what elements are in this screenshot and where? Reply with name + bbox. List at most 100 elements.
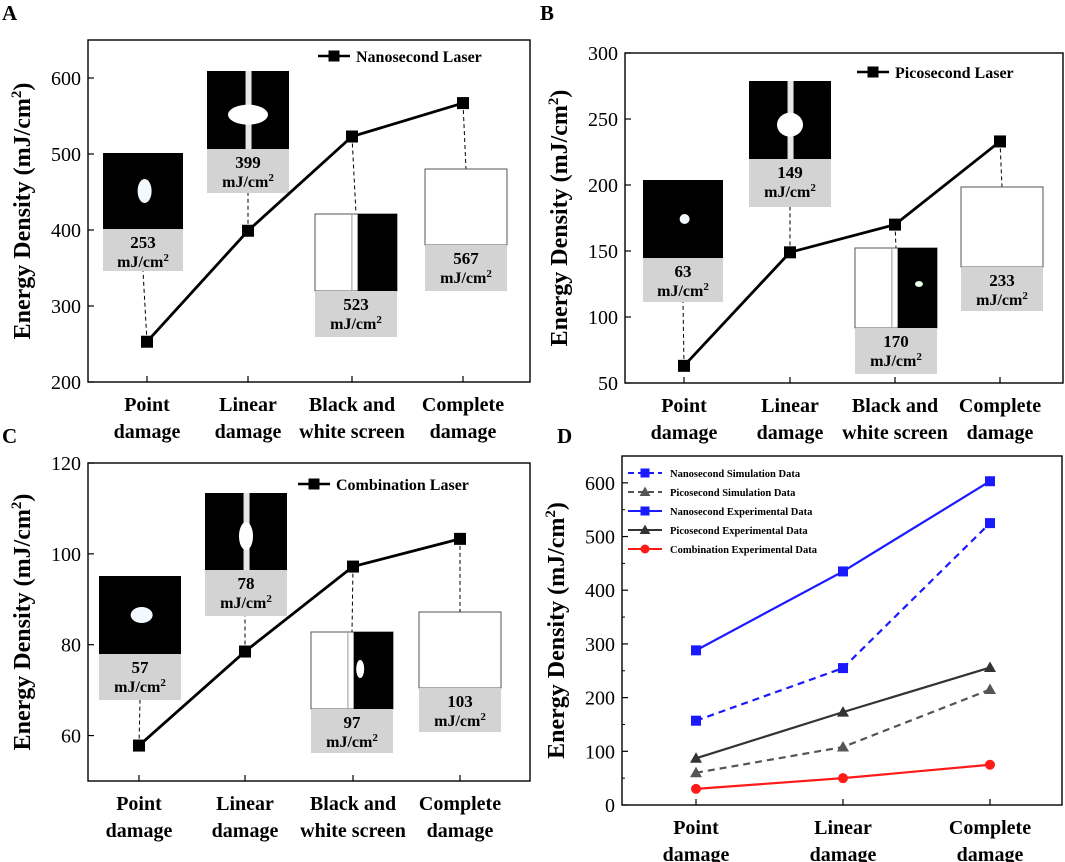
x-tick-label: Linear	[814, 817, 872, 839]
callout-unit-sup: 2	[266, 593, 272, 605]
x-tick-label: damage	[967, 422, 1034, 444]
y-axis-label-sup: 2	[9, 502, 25, 510]
y-axis-label: Energy Density (mJ/cm2)	[9, 83, 36, 340]
callout-leader	[682, 301, 685, 366]
callout-2-0-image-spot	[130, 607, 153, 623]
y-axis-label: Energy Density (mJ/cm2)	[9, 494, 36, 751]
callout-0-0-image-spot	[137, 179, 152, 203]
callout-unit-main: mJ/cm	[222, 174, 269, 191]
callout-unit-main: mJ/cm	[657, 283, 704, 300]
callout-1-0-image-spot	[679, 214, 690, 224]
legend-label: Nanosecond Laser	[356, 49, 482, 66]
callout-unit-sup: 2	[160, 677, 166, 689]
y-axis-label-end: )	[544, 502, 570, 510]
x-tick-label: damage	[215, 421, 282, 443]
callout-unit: mJ/cm2	[976, 290, 1028, 309]
y-tick-label: 500	[51, 144, 81, 166]
callout-unit: mJ/cm2	[330, 314, 382, 333]
callout-unit-sup: 2	[480, 711, 486, 723]
data-point	[346, 130, 358, 143]
legend-label: Nanosecond Simulation Data	[670, 469, 801, 480]
data-point	[838, 663, 848, 674]
y-axis-label-main: Energy Density (mJ/cm	[10, 509, 36, 750]
x-tick-label: Black and	[309, 394, 395, 416]
data-point	[985, 518, 995, 529]
callout-leader	[138, 699, 141, 746]
callout-value: 399	[235, 153, 261, 172]
panel-letter: B	[540, 1, 554, 25]
legend-label: Picosecond Laser	[895, 65, 1014, 82]
data-point	[242, 224, 254, 237]
x-tick-label: white screen	[300, 820, 406, 842]
y-tick-label: 100	[51, 544, 81, 566]
data-point	[690, 766, 702, 778]
x-tick-label: damage	[957, 844, 1024, 862]
callout-value: 149	[777, 163, 803, 182]
data-point	[837, 741, 849, 752]
data-point	[784, 246, 796, 259]
callout-leader	[142, 270, 148, 342]
y-tick-label: 300	[585, 634, 615, 656]
callout-value: 57	[132, 658, 150, 677]
callout-unit: mJ/cm2	[870, 351, 922, 370]
y-tick-label: 500	[585, 527, 615, 549]
y-axis-label-sup: 2	[9, 91, 25, 99]
x-tick-label: damage	[430, 421, 497, 443]
callout-value: 78	[238, 574, 255, 593]
callout-1-3-image	[960, 186, 1044, 268]
legend-marker	[640, 468, 650, 478]
callout-unit: mJ/cm2	[764, 182, 816, 201]
data-point	[239, 645, 251, 658]
x-tick-label: Point	[116, 793, 162, 815]
data-point	[141, 335, 153, 348]
callout-0-1-image-spot	[228, 104, 268, 125]
callout-value: 97	[344, 713, 362, 732]
data-point	[837, 706, 849, 717]
callout-2-3-image	[418, 611, 502, 689]
callout-label-box	[315, 291, 397, 337]
data-point	[985, 759, 995, 770]
callout-2-1-image-spot	[239, 522, 253, 551]
callout-unit-sup: 2	[916, 351, 922, 363]
callout-unit-sup: 2	[268, 172, 274, 184]
legend-label: Combination Experimental Data	[670, 545, 818, 556]
callout-unit-sup: 2	[376, 314, 382, 326]
y-tick-label: 150	[588, 241, 618, 263]
data-point	[457, 97, 469, 110]
callout-unit: mJ/cm2	[220, 593, 272, 612]
legend-label: Picosecond Simulation Data	[670, 488, 796, 499]
callout-label-box	[961, 267, 1043, 311]
data-point	[691, 645, 701, 656]
data-point	[690, 752, 702, 763]
callout-unit-main: mJ/cm	[764, 184, 811, 201]
y-tick-label: 100	[588, 307, 618, 329]
y-axis-label-end: )	[10, 83, 36, 91]
y-tick-label: 400	[51, 220, 81, 242]
legend-marker	[639, 524, 651, 535]
data-point	[838, 773, 848, 784]
data-point	[838, 566, 848, 577]
callout-unit: mJ/cm2	[114, 677, 166, 696]
panel-letter: D	[557, 424, 572, 448]
x-tick-label: Complete	[949, 817, 1031, 839]
data-point	[691, 783, 701, 794]
y-tick-label: 200	[585, 688, 615, 710]
callout-unit-sup: 2	[1022, 290, 1028, 302]
callout-2-2-image-spot	[356, 659, 365, 678]
x-tick-label: Black and	[852, 395, 938, 417]
callout-value: 63	[675, 262, 692, 281]
series-line-0	[682, 140, 1001, 367]
data-point	[985, 476, 995, 487]
callout-value: 103	[447, 692, 473, 711]
x-tick-label: Point	[673, 817, 719, 839]
callout-unit: mJ/cm2	[117, 252, 169, 271]
callout-label-box	[103, 229, 183, 271]
callout-unit-main: mJ/cm	[440, 270, 487, 287]
plot-frame-A	[87, 39, 531, 383]
callout-unit-main: mJ/cm	[976, 292, 1023, 309]
y-tick-label: 600	[51, 68, 81, 90]
callout-leader	[351, 136, 357, 215]
callout-unit-main: mJ/cm	[330, 316, 377, 333]
series-line-0	[145, 101, 464, 343]
